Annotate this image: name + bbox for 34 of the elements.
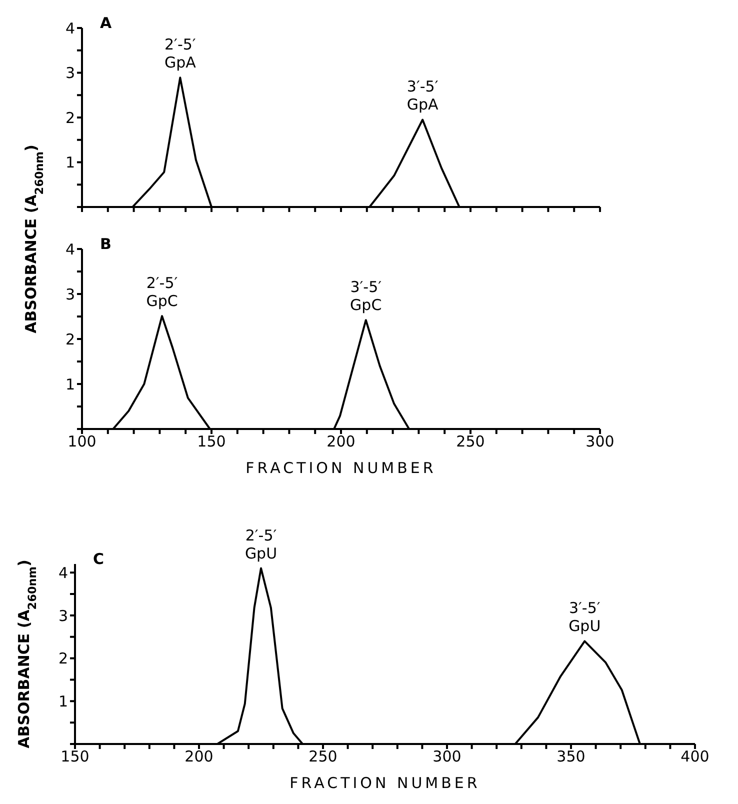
x-tick-label: 200 — [326, 432, 356, 451]
x-axis-title: FRACTION NUMBER — [290, 774, 480, 792]
y-tick-label: 2 — [65, 330, 75, 348]
x-tick-label: 150 — [60, 748, 90, 766]
y-tick-label: 2 — [58, 650, 68, 668]
chart-title: A — [100, 14, 112, 32]
y-tick-label: 4 — [65, 240, 75, 258]
x-tick-label: 300 — [432, 748, 462, 766]
x-tick-label: 200 — [184, 748, 214, 766]
y-tick-label: 4 — [65, 19, 75, 38]
annotation: 3′-5′ GpC — [350, 278, 382, 314]
y-tick-label: 2 — [65, 108, 75, 127]
x-tick-label: 250 — [456, 432, 485, 451]
annotation: 3′-5′ GpU — [568, 599, 601, 636]
x-tick-label: 100 — [68, 432, 96, 451]
x-tick-label: 350 — [556, 748, 586, 766]
x-tick-label: 150 — [197, 432, 226, 451]
y-tick-label: 3 — [58, 606, 68, 625]
annotation: 3′-5′ GpA — [406, 78, 440, 114]
x-axis-title: FRACTION NUMBER — [246, 459, 436, 477]
chart-title: C — [93, 550, 104, 568]
y-tick-label: 1 — [65, 154, 75, 172]
y-tick-label: 3 — [65, 64, 75, 82]
y-tick-label: 3 — [65, 285, 75, 304]
y-tick-label: 1 — [58, 692, 68, 710]
y-tick-label: 1 — [65, 375, 75, 394]
chart-title: B — [100, 235, 112, 253]
x-tick-label: 300 — [586, 432, 614, 451]
annotation: 2′-5′ GpC — [146, 274, 178, 310]
x-tick-label: 250 — [308, 748, 338, 766]
annotation: 2′-5′ GpA — [164, 36, 197, 72]
y-tick-label: 4 — [58, 564, 68, 582]
annotation: 2′-5′ GpU — [244, 526, 278, 562]
x-tick-label: 400 — [680, 748, 710, 766]
